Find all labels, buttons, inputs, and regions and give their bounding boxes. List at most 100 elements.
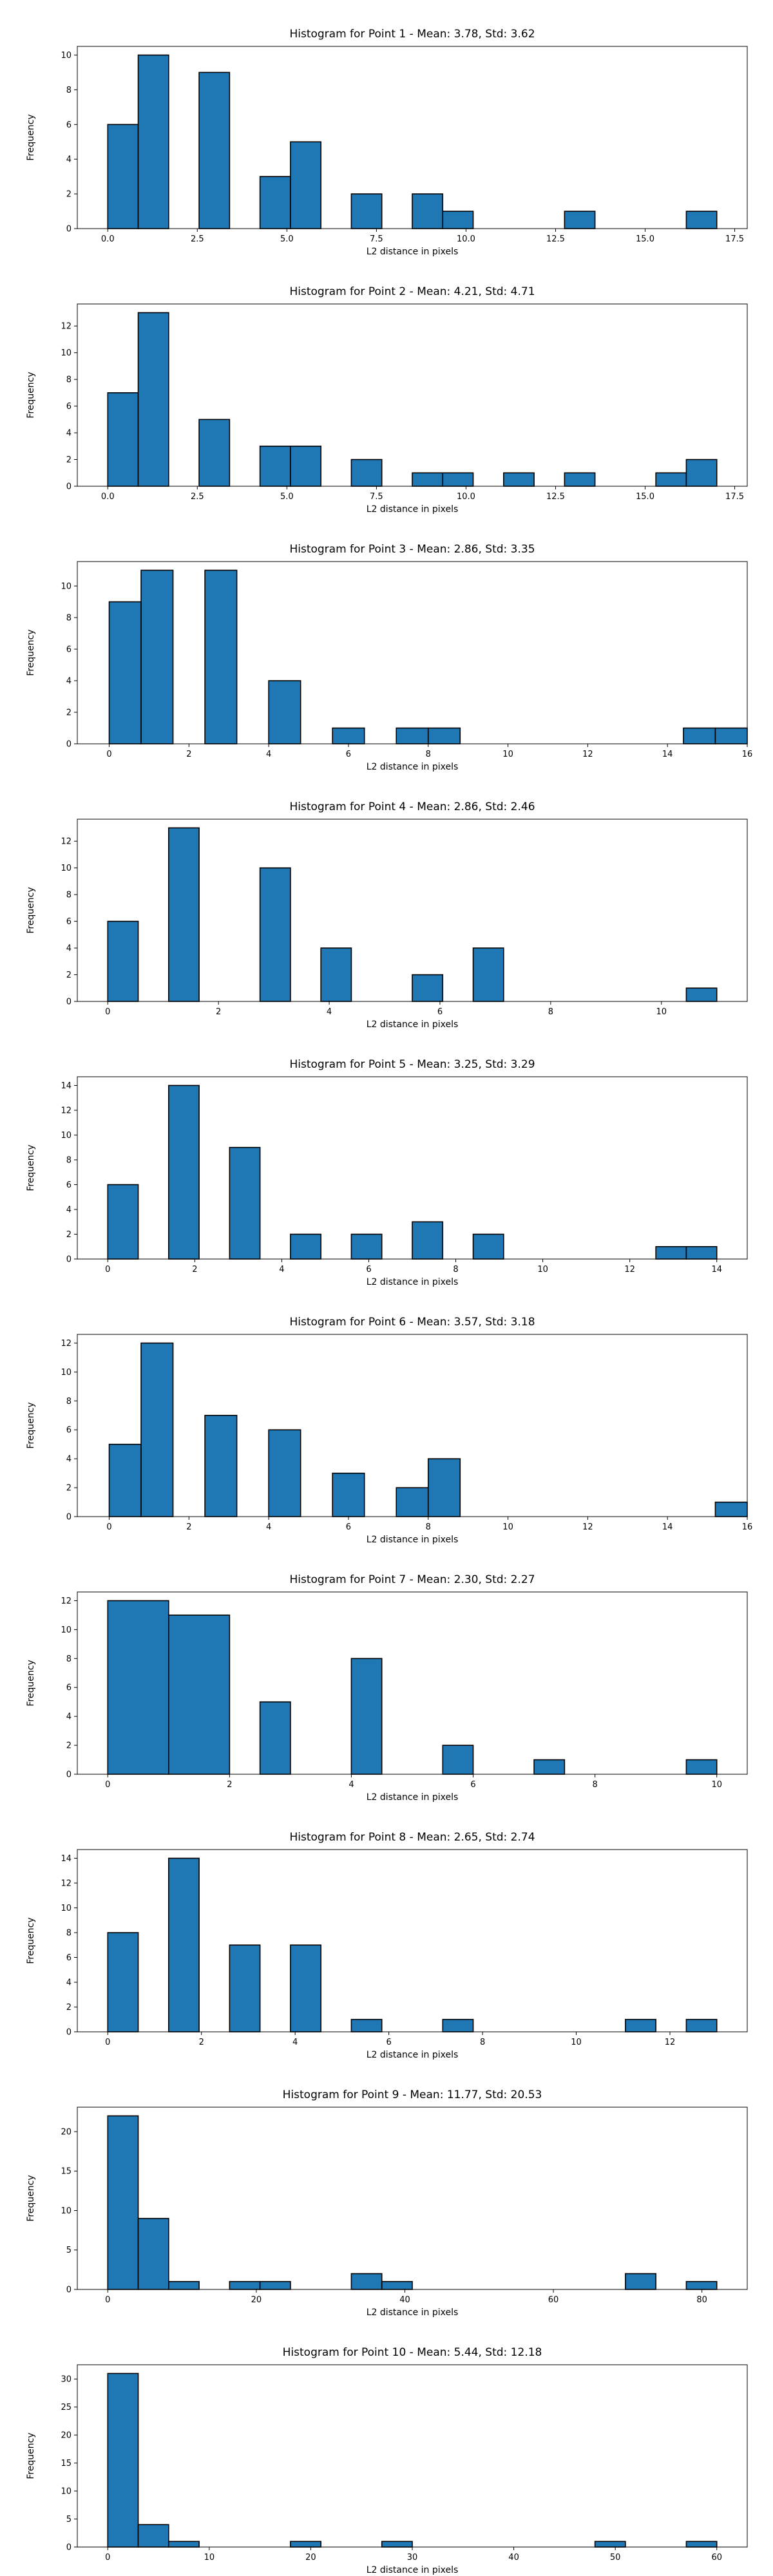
histogram-bar bbox=[332, 727, 365, 744]
y-tick-label: 30 bbox=[61, 2375, 72, 2385]
histogram-bar bbox=[655, 472, 687, 487]
histogram-bar bbox=[533, 1759, 566, 1775]
x-tick-label: 0 bbox=[105, 2553, 110, 2562]
histogram-bar bbox=[198, 71, 231, 229]
x-tick-label: 2 bbox=[192, 1265, 197, 1274]
y-tick-label: 0 bbox=[66, 1513, 72, 1522]
x-tick-label: 10 bbox=[502, 750, 513, 759]
histogram-chart-3: Histogram for Point 3 - Mean: 2.86, Std:… bbox=[26, 543, 753, 772]
x-tick-label: 4 bbox=[279, 1265, 284, 1274]
histogram-bar bbox=[290, 1944, 321, 2032]
histogram-chart-5: Histogram for Point 5 - Mean: 3.25, Std:… bbox=[26, 1058, 748, 1287]
x-tick-label: 2 bbox=[216, 1007, 221, 1017]
plot-frame bbox=[77, 2364, 748, 2548]
bar-group bbox=[107, 2372, 718, 2548]
histogram-bar bbox=[350, 2018, 383, 2032]
x-axis-label: L2 distance in pixels bbox=[367, 1277, 459, 1287]
y-tick-label: 6 bbox=[66, 645, 72, 654]
y-tick-label: 12 bbox=[61, 322, 72, 332]
chart-title: Histogram for Point 6 - Mean: 3.57, Std:… bbox=[289, 1316, 535, 1329]
x-tick-label: 8 bbox=[426, 750, 431, 759]
x-axis-label: L2 distance in pixels bbox=[367, 762, 459, 772]
histogram-bar bbox=[350, 1233, 383, 1260]
y-axis-label: Frequency bbox=[26, 1660, 36, 1706]
histogram-bar bbox=[168, 2541, 200, 2548]
histogram-bar bbox=[564, 472, 596, 487]
x-axis-label: L2 distance in pixels bbox=[367, 247, 459, 257]
chart-title: Histogram for Point 1 - Mean: 3.78, Std:… bbox=[289, 28, 535, 41]
y-axis-label: Frequency bbox=[26, 2175, 36, 2221]
x-axis-label: L2 distance in pixels bbox=[367, 1792, 459, 1803]
bar-group bbox=[107, 54, 718, 229]
x-tick-label: 16 bbox=[742, 1522, 753, 1532]
y-tick-label: 0 bbox=[66, 2286, 72, 2295]
y-tick-label: 0 bbox=[66, 740, 72, 750]
y-tick-label: 8 bbox=[66, 1397, 72, 1406]
histogram-bar bbox=[107, 2115, 139, 2290]
x-tick-label: 0 bbox=[106, 1522, 111, 1532]
y-tick-label: 20 bbox=[61, 2127, 72, 2137]
x-tick-label: 4 bbox=[266, 1522, 271, 1532]
y-tick-label: 4 bbox=[66, 1455, 72, 1464]
y-axis-label: Frequency bbox=[26, 1144, 36, 1191]
histogram-bar bbox=[685, 1759, 718, 1775]
histogram-bar bbox=[204, 1414, 238, 1517]
chart-title: Histogram for Point 7 - Mean: 2.30, Std:… bbox=[289, 1573, 535, 1586]
histogram-bar bbox=[259, 2280, 291, 2290]
x-tick-label: 14 bbox=[662, 750, 673, 759]
x-tick-label: 8 bbox=[548, 1007, 553, 1017]
histogram-bar bbox=[198, 419, 231, 487]
x-tick-label: 12.5 bbox=[546, 492, 565, 502]
y-tick-label: 12 bbox=[61, 1339, 72, 1349]
x-tick-label: 0 bbox=[105, 2038, 110, 2047]
histogram-bar bbox=[625, 2018, 656, 2032]
histogram-bar bbox=[107, 920, 139, 1002]
histogram-bar bbox=[381, 2541, 413, 2548]
y-tick-label: 4 bbox=[66, 944, 72, 954]
y-tick-label: 2 bbox=[66, 1484, 72, 1493]
y-tick-label: 2 bbox=[66, 708, 72, 717]
histogram-bar bbox=[594, 2541, 626, 2548]
x-axis: 0 2 4 6 8 10 bbox=[105, 1001, 667, 1017]
y-tick-label: 15 bbox=[61, 2167, 72, 2177]
plot-frame bbox=[77, 1849, 748, 2032]
x-tick-label: 4 bbox=[292, 2038, 298, 2047]
x-tick-label: 60 bbox=[548, 2295, 559, 2305]
histogram-bar bbox=[350, 459, 383, 487]
histogram-bar bbox=[381, 2280, 413, 2290]
x-tick-label: 12 bbox=[582, 1522, 593, 1532]
x-tick-label: 10 bbox=[656, 1007, 667, 1017]
histogram-bar bbox=[137, 312, 169, 487]
histogram-bar bbox=[137, 2217, 169, 2290]
x-tick-label: 6 bbox=[346, 1522, 351, 1532]
y-tick-label: 12 bbox=[61, 1596, 72, 1606]
bar-group bbox=[108, 569, 748, 744]
histogram-bar bbox=[412, 1221, 444, 1260]
x-axis-label: L2 distance in pixels bbox=[367, 2050, 459, 2060]
y-tick-label: 4 bbox=[66, 429, 72, 439]
histogram-bar bbox=[685, 459, 718, 487]
histogram-bar bbox=[204, 569, 238, 744]
x-axis-label: L2 distance in pixels bbox=[367, 2565, 459, 2575]
y-tick-label: 0 bbox=[66, 2028, 72, 2038]
histogram-chart-8: Histogram for Point 8 - Mean: 2.65, Std:… bbox=[26, 1831, 748, 2060]
x-axis: 0.0 2.5 5.0 7.5 10.0 12.5 15.0 17.5 bbox=[101, 229, 744, 244]
x-tick-label: 10.0 bbox=[457, 492, 475, 502]
y-axis: 0 2 4 6 8 10 12 14 bbox=[61, 1081, 77, 1265]
x-tick-label: 5.0 bbox=[280, 234, 294, 244]
histogram-bar bbox=[290, 1233, 321, 1260]
histogram-bar bbox=[259, 446, 291, 487]
x-tick-label: 6 bbox=[470, 1780, 475, 1790]
y-tick-label: 2 bbox=[66, 1230, 72, 1240]
y-tick-label: 14 bbox=[61, 1854, 72, 1864]
x-tick-label: 12 bbox=[624, 1265, 635, 1274]
y-tick-label: 10 bbox=[61, 1904, 72, 1913]
x-tick-label: 40 bbox=[508, 2553, 519, 2562]
y-tick-label: 6 bbox=[66, 1953, 72, 1963]
x-tick-label: 16 bbox=[742, 750, 753, 759]
y-tick-label: 12 bbox=[61, 1879, 72, 1888]
x-tick-label: 80 bbox=[696, 2295, 707, 2305]
y-tick-label: 8 bbox=[66, 891, 72, 900]
plot-frame bbox=[77, 303, 748, 487]
